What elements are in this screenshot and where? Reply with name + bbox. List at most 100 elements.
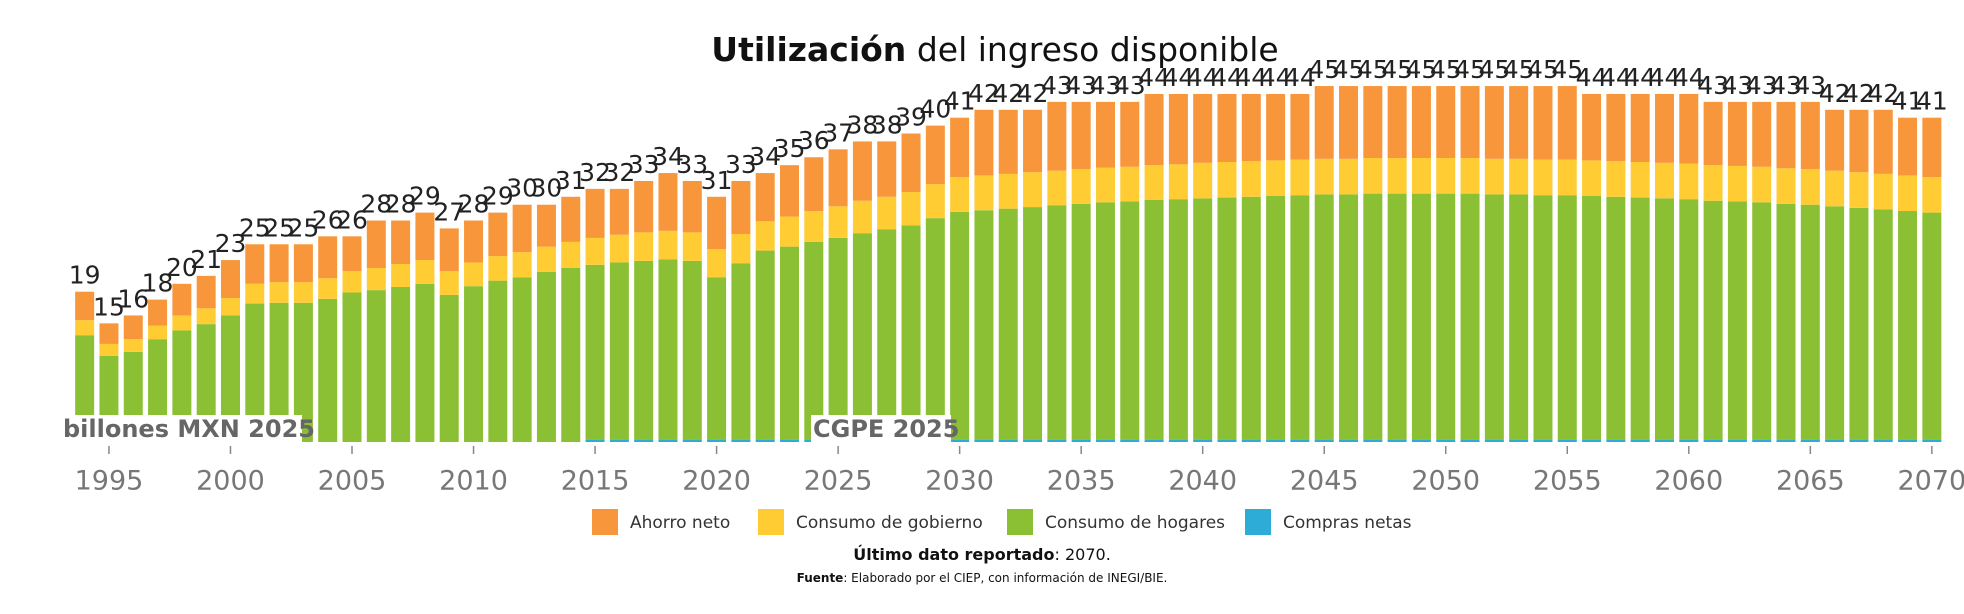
total-label: 43 [1090, 71, 1122, 100]
bar-segment [293, 302, 313, 442]
bar-segment [1217, 161, 1237, 198]
bar-segment [950, 211, 970, 440]
total-label: 44 [1576, 63, 1608, 92]
bar-segment [658, 230, 678, 260]
total-label: 19 [69, 261, 101, 290]
bar-segment [1339, 158, 1359, 195]
bar-segment [196, 308, 216, 325]
unit-label: billones MXN 2025 [63, 415, 315, 443]
bar-segment [1023, 207, 1043, 440]
bar-segment [1922, 117, 1942, 178]
total-label: 25 [239, 213, 271, 242]
x-tick-label: 2010 [439, 466, 508, 497]
bar-segment [1849, 207, 1869, 440]
total-label: 42 [992, 79, 1024, 108]
bar-segment [1582, 439, 1602, 442]
total-label: 45 [1406, 55, 1438, 84]
chart-title: Utilización del ingreso disponible [711, 30, 1278, 69]
bar-segment [707, 248, 727, 278]
bar-segment [123, 339, 143, 352]
bar-segment [585, 237, 605, 265]
bar-segment [391, 264, 411, 287]
bar-segment [1266, 439, 1286, 442]
bar-segment [731, 439, 751, 442]
total-label: 42 [1843, 79, 1875, 108]
total-label: 41 [1892, 87, 1924, 116]
bar-segment [1339, 86, 1359, 159]
bar-segment [1168, 164, 1188, 200]
bar-segment [731, 263, 751, 440]
bar-segment [391, 220, 411, 265]
total-label: 36 [798, 126, 830, 155]
bar-segment [998, 439, 1018, 442]
bar-segment [342, 271, 362, 293]
bar-segment [950, 439, 970, 442]
bar-segment [318, 298, 338, 442]
bar-segment [1168, 199, 1188, 440]
bar-segment [1606, 439, 1626, 442]
bar-segment [1752, 101, 1772, 167]
bar-segment [1606, 161, 1626, 197]
legend-label: Ahorro neto [630, 513, 730, 533]
total-label: 43 [1065, 71, 1097, 100]
bar-segment [1703, 439, 1723, 442]
bar-segment [1630, 93, 1650, 162]
x-tick-label: 2020 [682, 466, 751, 497]
bar-segment [755, 173, 775, 222]
note: Último dato reportado: 2070. [853, 545, 1111, 564]
legend-swatch [758, 509, 784, 535]
bar-segment [220, 298, 240, 316]
total-label: 25 [263, 213, 295, 242]
bar-segment [1727, 101, 1747, 166]
x-tick-label: 2070 [1897, 466, 1964, 497]
total-label: 38 [847, 110, 879, 139]
x-tick-label: 2050 [1411, 466, 1480, 497]
bar-segment [1436, 86, 1456, 159]
bar-segment [1898, 211, 1918, 440]
bar-segment [1436, 158, 1456, 194]
bar-segment [245, 244, 265, 284]
bar-segment [804, 157, 824, 212]
bar-segment [1387, 86, 1407, 159]
bar-segment [1023, 109, 1043, 173]
bar-segment [512, 277, 532, 442]
bar-segment [1387, 193, 1407, 440]
total-label: 45 [1357, 55, 1389, 84]
total-label: 44 [1649, 63, 1681, 92]
total-label: 43 [1721, 71, 1753, 100]
bar-segment [634, 180, 654, 233]
total-label: 45 [1478, 55, 1510, 84]
bar-segment [1460, 439, 1480, 442]
total-label: 44 [1162, 63, 1194, 92]
bar-segment [1290, 159, 1310, 196]
total-label: 43 [1794, 71, 1826, 100]
total-label: 44 [1187, 63, 1219, 92]
bar-segment [75, 320, 95, 336]
bar-segment [1290, 93, 1310, 160]
bar-segment [1290, 439, 1310, 442]
total-label: 43 [1041, 71, 1073, 100]
bar-segment [1460, 86, 1480, 159]
total-label: 45 [1454, 55, 1486, 84]
total-label: 35 [774, 134, 806, 163]
title-bold: Utilización [711, 30, 906, 69]
bar-segment [1387, 158, 1407, 194]
title-rest: del ingreso disponible [917, 30, 1279, 69]
unit-box [61, 415, 302, 442]
bar-segment [1727, 439, 1747, 442]
bar-segment [852, 141, 872, 201]
bar-segment [1314, 194, 1334, 440]
total-label: 42 [968, 79, 1000, 108]
bar-segment [488, 256, 508, 281]
total-label: 34 [749, 142, 781, 171]
bar-segment [780, 216, 800, 247]
bar-segment [536, 246, 556, 272]
bar-segment [1266, 160, 1286, 196]
bar-segment [707, 439, 727, 442]
bar-segment [1800, 101, 1820, 170]
bar-segment [755, 221, 775, 251]
bar-segment [1679, 163, 1699, 200]
bar-segment [780, 439, 800, 442]
total-label: 28 [360, 190, 392, 219]
bar-segment [1217, 197, 1237, 440]
